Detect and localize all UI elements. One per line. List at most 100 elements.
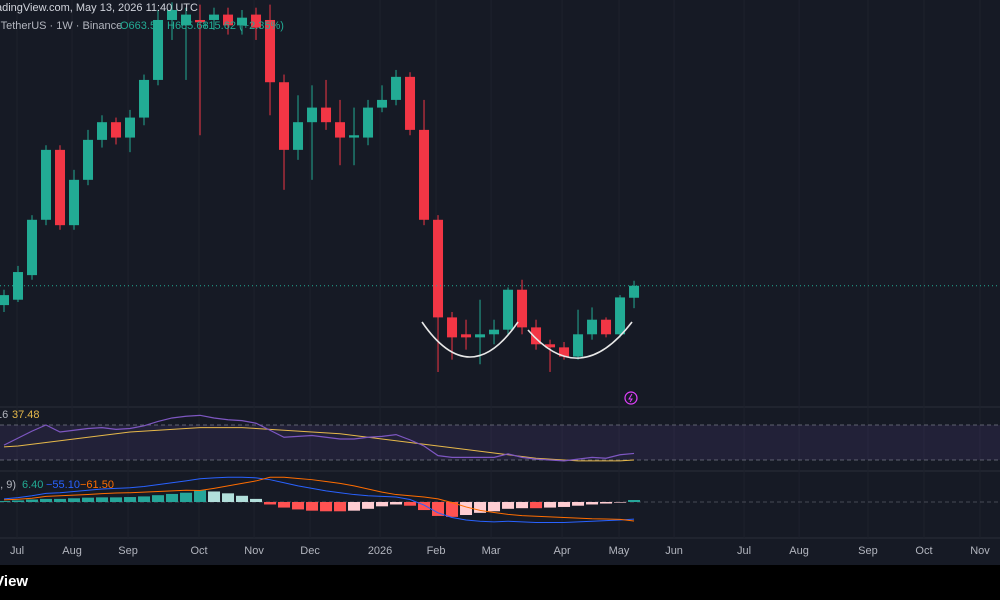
candle-body	[559, 347, 570, 357]
candle-body	[363, 107, 374, 138]
candle-body	[475, 334, 486, 338]
macd-histogram-bar	[362, 501, 375, 509]
macd-histogram-bar	[586, 501, 599, 505]
macd-hist-value: 6.40	[22, 479, 43, 491]
candle-body	[503, 289, 514, 330]
candle-body	[545, 344, 556, 348]
macd-histogram-bar	[250, 498, 263, 502]
macd-histogram-bar	[68, 498, 81, 502]
macd-histogram-bar	[488, 501, 501, 512]
candle-body	[531, 327, 542, 345]
candle-body	[587, 319, 598, 335]
rsi-line	[3, 414, 635, 462]
macd-histogram-bar	[334, 501, 347, 512]
legend-open: O663.56	[120, 20, 162, 32]
macd-histogram-bar	[306, 501, 319, 511]
x-tick-label: 2026	[368, 545, 392, 557]
alert-icon[interactable]	[624, 391, 638, 405]
candle-body	[41, 149, 52, 220]
macd-histogram-bar	[600, 501, 613, 504]
macd-histogram-bar	[558, 501, 571, 507]
brand: TradingView	[0, 573, 28, 590]
macd-histogram-bar	[376, 501, 389, 507]
macd-signal-value: −61.50	[80, 479, 114, 491]
x-tick-label: Sep	[858, 545, 878, 557]
candle-body	[321, 107, 332, 123]
cup-arc	[527, 321, 633, 359]
alert-icon-bolt	[628, 393, 633, 403]
candle-body	[83, 139, 94, 180]
macd-histogram-bar	[12, 500, 25, 502]
macd-histogram-bar	[26, 499, 39, 502]
candle-body	[111, 122, 122, 138]
candle-body	[419, 129, 430, 220]
symbol: BNBTetherUS · 1W · Binance	[0, 20, 122, 32]
x-tick-label: Nov	[244, 545, 264, 557]
macd-histogram-bar	[278, 501, 291, 508]
macd-histogram-bar	[292, 501, 305, 510]
macd-histogram-bar	[446, 501, 459, 517]
macd-label: 6, 9)	[0, 479, 16, 491]
rsi-ma-line	[3, 427, 635, 462]
x-tick-label: Dec	[300, 545, 320, 557]
x-tick-label: Sep	[118, 545, 138, 557]
macd-histogram-bar	[110, 497, 123, 502]
macd-histogram-bar	[40, 498, 53, 502]
macd-histogram-bar	[544, 501, 557, 508]
macd-histogram-bar	[572, 501, 585, 506]
watermark: TradingView.com, May 13, 2026 11:40 UTC	[0, 2, 198, 14]
footer	[0, 565, 1000, 600]
macd-histogram-bar	[194, 490, 207, 502]
candle-body	[223, 14, 234, 26]
candle-body	[335, 122, 346, 138]
candle-body	[615, 297, 626, 335]
macd-histogram-bar	[502, 501, 515, 509]
macd-histogram-bar	[264, 501, 277, 505]
macd-histogram-bar	[390, 501, 403, 505]
x-tick-label: Oct	[190, 545, 207, 557]
macd-histogram-bar	[348, 501, 361, 511]
x-tick-label: Mar	[482, 545, 501, 557]
x-tick-label: Oct	[915, 545, 932, 557]
candle-body	[391, 76, 402, 100]
candle-body	[629, 285, 640, 298]
candle-body	[125, 117, 136, 138]
candle-body	[251, 14, 262, 28]
macd-histogram-bar	[166, 493, 179, 502]
candle-body	[405, 76, 416, 130]
macd-histogram-bar	[152, 495, 165, 502]
candle-body	[573, 334, 584, 357]
macd-histogram-bar	[320, 501, 333, 512]
macd-histogram-bar	[138, 496, 151, 502]
candle-body	[447, 317, 458, 338]
x-tick-label: Feb	[427, 545, 446, 557]
macd-histogram-bar	[96, 497, 109, 502]
x-tick-label: May	[609, 545, 630, 557]
candle-body	[0, 295, 10, 306]
candle-body	[181, 14, 192, 26]
rsi-label: 16	[0, 409, 8, 421]
candle-body	[517, 289, 528, 328]
candle-body	[55, 149, 66, 226]
legend-change: +15.62 (+2.35%)	[202, 20, 284, 32]
macd-histogram-bar	[124, 497, 137, 502]
candle-body	[69, 179, 80, 226]
macd-histogram-bar	[614, 501, 627, 503]
macd-histogram-bar	[516, 501, 529, 509]
candle-body	[433, 219, 444, 318]
candle-body	[153, 19, 164, 80]
macd-histogram-bar	[460, 501, 473, 516]
candle-body	[279, 82, 290, 150]
candle-body	[195, 19, 206, 23]
macd-histogram-bar	[474, 501, 487, 513]
x-tick-label: Aug	[789, 545, 809, 557]
macd-histogram-bar	[628, 500, 641, 502]
candle-body	[377, 99, 388, 108]
candle-body	[139, 79, 150, 118]
macd-histogram-bar	[0, 501, 11, 502]
x-tick-label: Jul	[10, 545, 24, 557]
rsi-band	[0, 424, 1000, 461]
legend-high: H685.68	[167, 20, 209, 32]
x-tick-label: Jun	[665, 545, 683, 557]
